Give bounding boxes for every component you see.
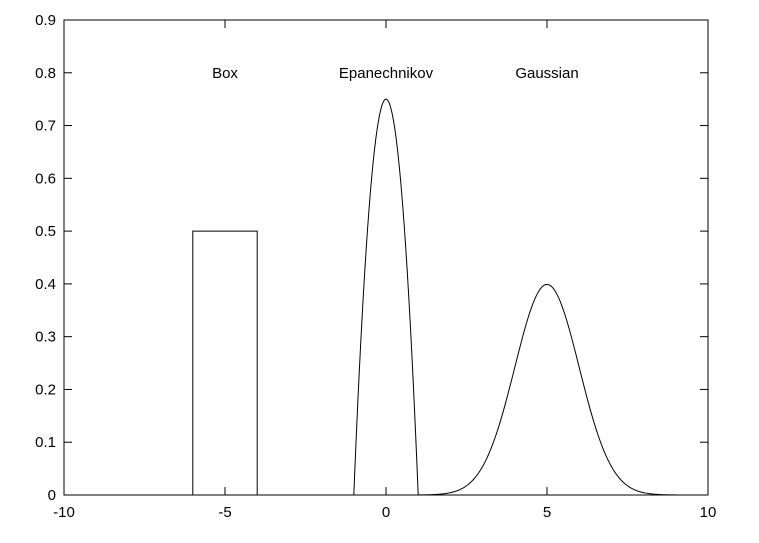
annotation-layer: Box Epanechnikov Gaussian bbox=[212, 65, 579, 82]
y-tick-label: 0.9 bbox=[35, 12, 56, 29]
y-tick-label: 0.1 bbox=[35, 434, 56, 451]
series-box-line bbox=[64, 230, 708, 496]
y-tick-label: 0.7 bbox=[35, 118, 56, 135]
x-tick-label: -10 bbox=[53, 504, 75, 521]
y-tick-label: 0.3 bbox=[35, 329, 56, 346]
series-layer bbox=[64, 98, 708, 496]
x-tick-label: 5 bbox=[543, 504, 551, 521]
y-tick-label: 0 bbox=[48, 487, 56, 504]
y-axis-ticks: 0 0.1 0.2 0.3 0.4 0.5 0.6 0.7 0.8 0.9 bbox=[35, 12, 708, 504]
series-gaussian-line bbox=[386, 283, 708, 496]
y-tick-label: 0.5 bbox=[35, 223, 56, 240]
x-axis-ticks: -10 -5 0 5 10 bbox=[53, 20, 716, 521]
x-tick-label: -5 bbox=[218, 504, 231, 521]
plot-frame bbox=[63, 19, 709, 496]
plot-border bbox=[63, 19, 709, 496]
annotation-box: Box bbox=[212, 65, 238, 82]
y-tick-label: 0.2 bbox=[35, 381, 56, 398]
y-tick-label: 0.8 bbox=[35, 65, 56, 82]
series-epanechnikov-line bbox=[353, 98, 419, 496]
annotation-gaussian: Gaussian bbox=[515, 65, 578, 82]
y-tick-label: 0.6 bbox=[35, 170, 56, 187]
x-tick-label: 10 bbox=[700, 504, 717, 521]
y-tick-label: 0.4 bbox=[35, 276, 56, 293]
annotation-epanechnikov: Epanechnikov bbox=[339, 65, 434, 82]
x-tick-label: 0 bbox=[382, 504, 390, 521]
